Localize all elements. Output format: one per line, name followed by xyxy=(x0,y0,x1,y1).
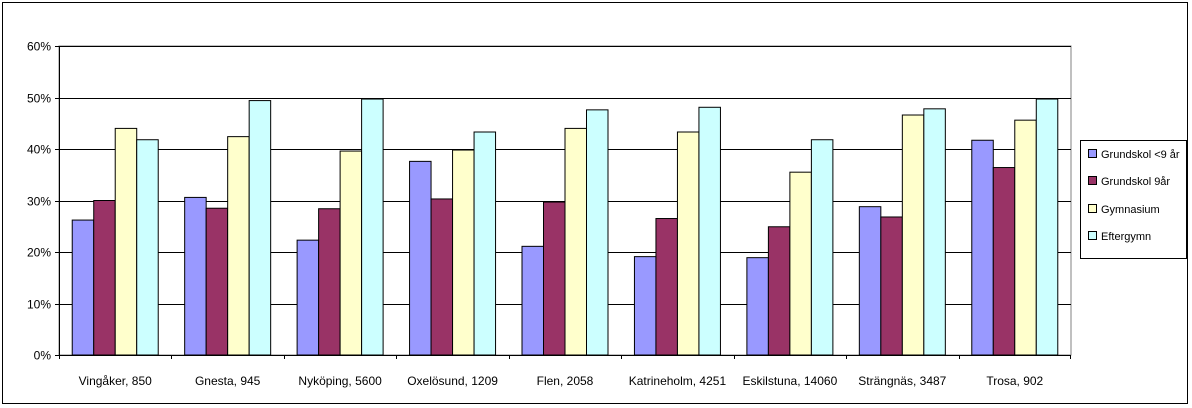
bar xyxy=(858,206,882,356)
bar xyxy=(409,160,432,356)
legend-swatch xyxy=(1088,149,1097,158)
x-tick-label: Trosa, 902 xyxy=(986,374,1043,388)
bar xyxy=(71,219,95,356)
legend-label: Grundskol 9år xyxy=(1101,176,1170,188)
x-tick-label: Oxelösund, 1209 xyxy=(407,374,498,388)
legend-swatch xyxy=(1088,176,1097,185)
bar xyxy=(746,257,769,356)
bar xyxy=(992,167,1016,356)
bar xyxy=(810,139,834,356)
bar xyxy=(901,114,925,356)
bar xyxy=(880,216,903,356)
x-tick-label: Katrineholm, 4251 xyxy=(629,374,727,388)
bar xyxy=(339,150,363,356)
bar xyxy=(473,131,497,356)
bar xyxy=(227,136,250,356)
bar xyxy=(789,171,812,356)
bar xyxy=(430,198,454,356)
x-tick-label: Vingåker, 850 xyxy=(79,374,152,388)
bar xyxy=(521,245,544,356)
y-tick-label: 60% xyxy=(27,40,51,54)
bar xyxy=(1035,98,1059,356)
legend: Grundskol <9 år Grundskol 9år Gymnasium Eft… xyxy=(1080,140,1187,259)
bar xyxy=(655,218,678,356)
bar xyxy=(971,139,994,356)
legend-box xyxy=(1080,140,1187,259)
y-tick-label: 20% xyxy=(27,246,51,260)
bar xyxy=(205,207,229,356)
legend-label: Gymnasium xyxy=(1101,204,1160,216)
bar xyxy=(248,100,272,356)
y-tick-label: 50% xyxy=(27,92,51,106)
legend-label: Grundskol <9 år xyxy=(1101,149,1180,161)
bar xyxy=(296,239,320,356)
plot-area: 0% 10% 20% 30% 40% 50% 60% Vingåker, 850 Gnesta,… xyxy=(27,40,1072,388)
bar xyxy=(767,226,791,356)
bar xyxy=(361,98,384,356)
bar xyxy=(923,108,946,356)
bar xyxy=(698,106,721,356)
bar xyxy=(318,208,341,356)
x-tick-label: Nyköping, 5600 xyxy=(298,374,382,388)
y-tick-label: 10% xyxy=(27,298,51,312)
bar xyxy=(633,256,657,356)
x-tick-label: Eskilstuna, 14060 xyxy=(743,374,838,388)
x-tick-label: Strängnäs, 3487 xyxy=(858,374,946,388)
bar xyxy=(184,196,207,356)
legend-label: Eftergymn xyxy=(1101,231,1151,243)
bar xyxy=(93,200,116,356)
bar xyxy=(543,201,566,356)
bar xyxy=(114,127,138,356)
bar xyxy=(586,109,609,356)
bar xyxy=(564,127,587,356)
legend-swatch xyxy=(1088,231,1097,240)
legend-swatch xyxy=(1088,204,1097,213)
y-tick-label: 30% xyxy=(27,195,51,209)
x-tick-label: Gnesta, 945 xyxy=(195,374,261,388)
bar xyxy=(1014,119,1037,356)
y-tick-label: 0% xyxy=(34,349,52,363)
bar xyxy=(676,131,700,356)
bar xyxy=(136,139,159,356)
x-tick-label: Flen, 2058 xyxy=(537,374,594,388)
bar xyxy=(452,149,475,356)
y-tick-label: 40% xyxy=(27,143,51,157)
